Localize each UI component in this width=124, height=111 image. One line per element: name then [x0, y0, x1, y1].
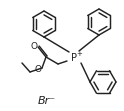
Text: +: + [76, 51, 82, 56]
Text: P: P [71, 53, 77, 63]
Text: Br⁻: Br⁻ [38, 96, 56, 106]
Text: O: O [31, 42, 37, 51]
Text: O: O [34, 64, 42, 73]
